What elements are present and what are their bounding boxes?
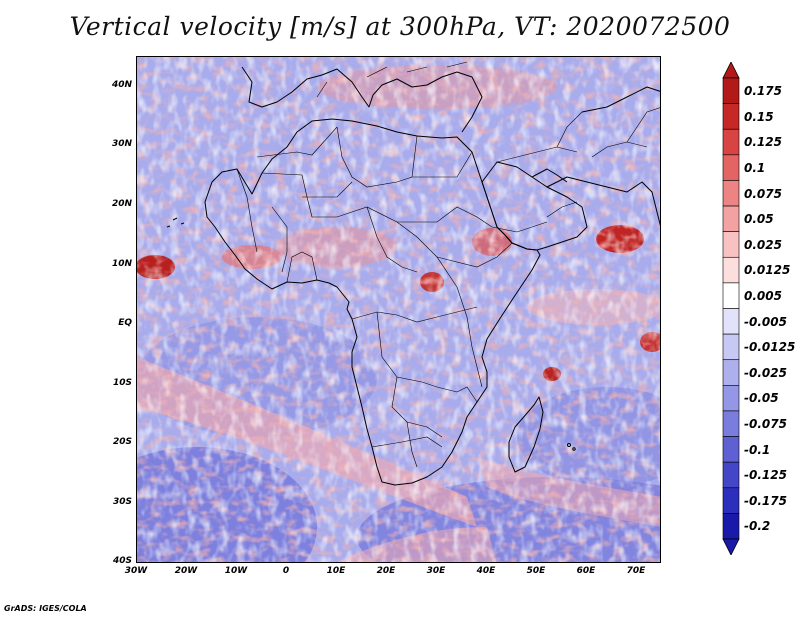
lat-label: 20S (112, 437, 132, 447)
map-title: Vertical velocity [m/s] at 300hPa, VT: 2… (69, 12, 731, 41)
colorbar-swatch (722, 359, 740, 386)
lon-label: 10W (224, 566, 248, 576)
colorbar-label: -0.025 (744, 365, 787, 380)
lon-label: 10E (326, 566, 346, 576)
colorbar-label: -0.005 (744, 314, 787, 329)
colorbar-swatch (722, 128, 740, 156)
colorbar-label: -0.2 (744, 519, 771, 534)
colorbar-swatch (722, 385, 740, 412)
colorbar-label: 0.125 (744, 135, 782, 150)
colorbar-swatch (722, 436, 740, 463)
colorbar-swatch (722, 154, 740, 181)
colorbar-label: 0.005 (744, 288, 782, 303)
colorbar-swatch (722, 77, 740, 104)
colorbar-swatch (722, 410, 740, 437)
colorbar-label: -0.175 (744, 493, 787, 508)
lat-label: 10N (111, 259, 132, 269)
lon-label: 70E (626, 566, 646, 576)
lon-label: 0 (282, 566, 290, 576)
lon-label: 20E (376, 566, 396, 576)
lon-label: 40E (476, 566, 496, 576)
colorbar-swatch (722, 513, 740, 540)
lat-label: 20N (111, 199, 132, 209)
colorbar-label: 0.15 (744, 109, 774, 124)
colorbar-swatch (722, 333, 740, 361)
colorbar-min-arrow (722, 538, 740, 555)
colorbar-swatch (722, 180, 740, 207)
lat-label: EQ (118, 318, 132, 328)
colorbar-label: 0.025 (744, 237, 782, 252)
lon-label: 30W (124, 566, 148, 576)
velocity-field (137, 57, 660, 562)
colorbar-swatch (722, 231, 740, 258)
coastlines (166, 66, 660, 486)
grads-credit: GrADS: IGES/COLA (4, 604, 87, 613)
colorbar-swatch (722, 308, 740, 335)
colorbar-label: -0.075 (744, 417, 787, 432)
lon-label: 20W (174, 566, 198, 576)
colorbar-label: -0.1 (744, 442, 771, 457)
colorbar (722, 62, 740, 555)
colorbar-swatch (722, 205, 740, 232)
colorbar-label: 0.175 (744, 84, 782, 99)
colorbar-max-arrow (722, 62, 740, 79)
lat-label: 10S (112, 378, 132, 388)
colorbar-swatch (722, 487, 740, 514)
colorbar-label: 0.0125 (744, 263, 791, 278)
lat-label: 30S (112, 497, 132, 507)
lat-label: 40S (112, 556, 132, 566)
colorbar-label: -0.05 (744, 391, 779, 406)
map-panel (136, 56, 661, 563)
lon-label: 50E (526, 566, 546, 576)
colorbar-swatch (722, 256, 740, 284)
lat-label: 30N (111, 139, 132, 149)
colorbar-label: -0.125 (744, 468, 787, 483)
lon-label: 60E (576, 566, 596, 576)
colorbar-swatch (722, 282, 740, 309)
colorbar-swatch (722, 103, 740, 130)
lat-label: 40N (111, 80, 132, 90)
country-borders (236, 61, 660, 468)
colorbar-label: -0.0125 (744, 340, 796, 355)
colorbar-swatch (722, 461, 740, 489)
lon-label: 30E (426, 566, 446, 576)
colorbar-label: 0.1 (744, 160, 766, 175)
colorbar-label: 0.075 (744, 186, 782, 201)
colorbar-label: 0.05 (744, 212, 774, 227)
